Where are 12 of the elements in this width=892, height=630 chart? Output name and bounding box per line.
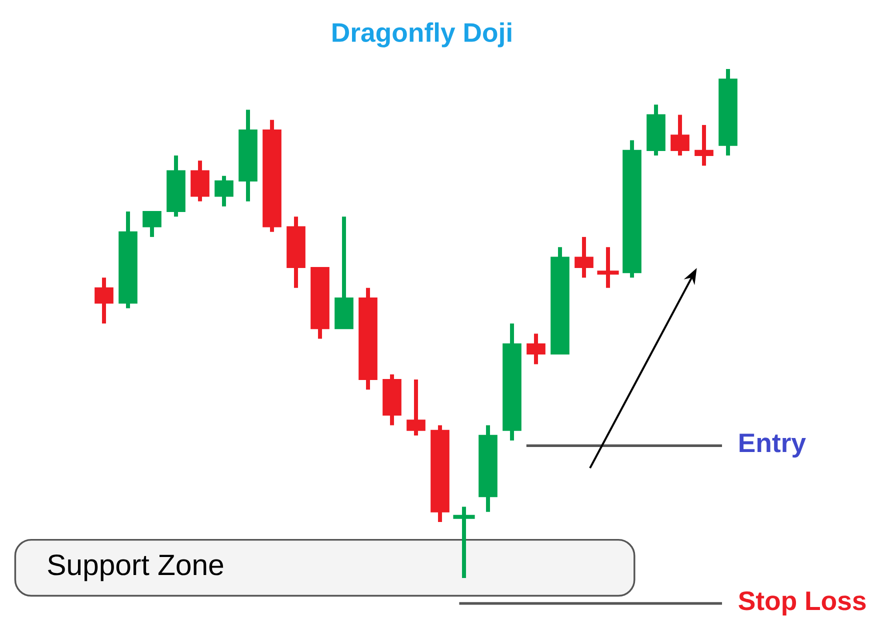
- candlestick: [670, 114, 690, 156]
- chart-title: Dragonfly Doji: [332, 22, 512, 48]
- candlestick: [406, 379, 426, 436]
- candlestick: [94, 278, 114, 324]
- candlestick: [694, 124, 714, 166]
- ref-line-label: Entry: [740, 434, 806, 458]
- candlestick: [526, 334, 546, 364]
- band-label: Support Zone: [48, 554, 224, 582]
- candlestick: [214, 176, 234, 206]
- candlestick: [574, 236, 594, 278]
- candlestick: [142, 210, 162, 237]
- ref-line-label: Stop Loss: [738, 591, 866, 616]
